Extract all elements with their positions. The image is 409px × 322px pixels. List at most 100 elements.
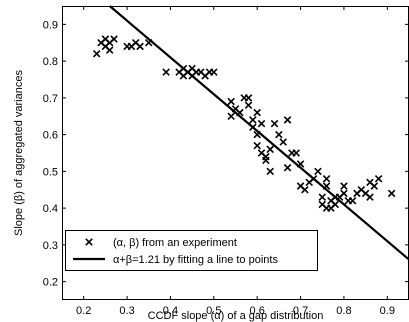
data-point — [314, 167, 322, 176]
y-tick-label: 0.6 — [43, 130, 58, 142]
x-tick-labels: 0.2 0.3 0.4 0.5 0.6 0.7 0.8 0.9 — [76, 305, 395, 317]
data-point-stroke — [366, 193, 374, 201]
data-point — [262, 156, 270, 165]
data-point — [348, 197, 357, 205]
legend-label-fit-line: α+β=1.21 by fitting a line to points — [113, 254, 278, 266]
legend-label-points: (α, β) from an experiment — [113, 237, 237, 249]
data-point-stroke — [318, 200, 327, 209]
x-tick-label: 0.5 — [206, 305, 221, 317]
data-point-stroke — [366, 178, 374, 187]
data-point-stroke — [231, 105, 240, 113]
data-point-stroke — [314, 167, 322, 176]
x-tick-label: 0.6 — [250, 305, 265, 317]
data-point — [340, 182, 348, 190]
data-point-stroke — [197, 68, 205, 76]
data-point — [283, 163, 292, 172]
data-point-stroke — [101, 35, 110, 43]
data-point-stroke — [266, 167, 274, 176]
data-point-stroke — [283, 116, 292, 124]
data-point-stroke — [253, 108, 261, 117]
data-point-stroke — [188, 64, 196, 73]
data-point — [244, 94, 253, 102]
data-point-stroke — [301, 185, 309, 194]
data-point — [370, 182, 379, 190]
data-point — [253, 108, 261, 117]
data-point — [309, 174, 318, 183]
data-point — [275, 130, 283, 139]
data-point — [283, 116, 292, 124]
data-point-stroke — [322, 182, 331, 190]
x-axis-label: CCDF slope (α) of a gap distribution — [148, 310, 324, 322]
data-point-stroke — [340, 189, 348, 198]
data-point-stroke — [296, 160, 305, 168]
axis-ticks — [62, 6, 409, 300]
data-point-stroke — [227, 112, 235, 121]
data-point-stroke — [361, 189, 370, 198]
data-point — [210, 68, 218, 76]
data-point — [266, 145, 274, 154]
data-points — [92, 35, 396, 212]
data-point-stroke — [292, 149, 300, 157]
data-point-stroke — [318, 193, 327, 201]
x-tick-label: 0.3 — [119, 305, 134, 317]
data-point — [292, 149, 300, 157]
y-tick-label: 0.5 — [43, 166, 58, 178]
x-tick-label: 0.7 — [293, 305, 308, 317]
data-point-stroke — [244, 94, 253, 102]
data-point-stroke — [210, 68, 218, 76]
data-point — [257, 119, 266, 128]
data-point-stroke — [370, 182, 379, 190]
data-point — [227, 97, 235, 106]
data-point — [136, 42, 144, 51]
y-tick-label: 0.4 — [43, 203, 58, 215]
legend-marker-x — [85, 238, 93, 246]
data-point-stroke — [249, 116, 257, 124]
data-point-stroke — [262, 156, 270, 165]
y-tick-label: 0.2 — [43, 277, 58, 289]
data-point-stroke — [236, 108, 244, 117]
data-point — [322, 182, 331, 190]
data-point — [322, 174, 331, 183]
y-tick-label: 0.3 — [43, 240, 58, 252]
data-point-stroke — [105, 46, 114, 54]
y-tick-label: 0.7 — [43, 93, 58, 105]
data-point — [266, 167, 274, 176]
data-point-stroke — [179, 64, 188, 73]
x-tick-label: 0.9 — [380, 305, 395, 317]
y-tick-label: 0.9 — [43, 19, 58, 31]
data-point — [296, 160, 305, 168]
data-point-stroke — [322, 174, 331, 183]
data-point — [249, 123, 257, 132]
data-point — [279, 138, 287, 146]
data-point-stroke — [249, 123, 257, 132]
data-point — [253, 141, 261, 150]
plot-area — [62, 5, 409, 300]
data-point-stroke — [279, 138, 287, 146]
data-point-stroke — [275, 130, 283, 139]
data-point-stroke — [387, 189, 396, 198]
data-point-stroke — [296, 182, 305, 190]
data-point-stroke — [144, 38, 153, 47]
data-point-stroke — [348, 197, 357, 205]
data-point-stroke — [270, 119, 279, 128]
y-tick-labels: 0.2 0.3 0.4 0.5 0.6 0.7 0.8 0.9 — [43, 19, 58, 288]
data-point — [162, 68, 170, 76]
data-point-stroke — [131, 38, 140, 47]
legend-marker-stroke — [85, 238, 93, 246]
data-point — [105, 46, 114, 54]
data-point-stroke — [266, 145, 274, 154]
data-point — [249, 116, 257, 124]
x-tick-label: 0.2 — [76, 305, 91, 317]
data-point — [144, 38, 153, 47]
data-point-stroke — [257, 119, 266, 128]
data-point — [110, 35, 118, 43]
x-tick-label: 0.4 — [163, 305, 178, 317]
data-point — [318, 193, 327, 201]
legend-box — [65, 230, 318, 271]
data-point-stroke — [110, 35, 118, 43]
data-point-stroke — [227, 97, 235, 106]
data-point-stroke — [283, 163, 292, 172]
data-point — [244, 101, 253, 109]
data-point — [270, 119, 279, 128]
